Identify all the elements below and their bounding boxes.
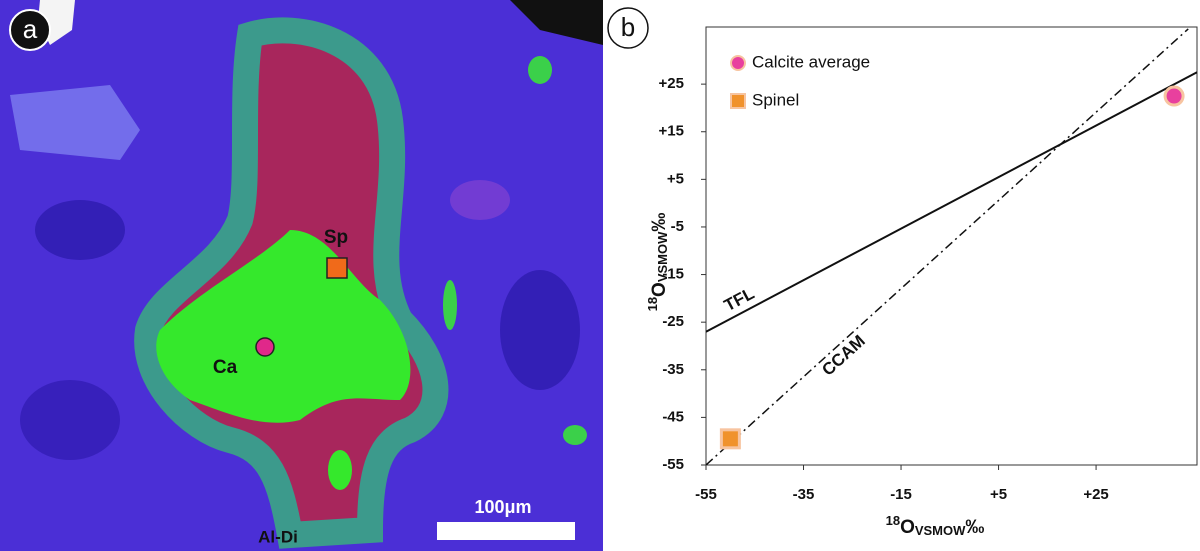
plot-frame <box>705 26 1198 466</box>
calcite-marker <box>255 337 275 357</box>
point <box>1163 85 1185 107</box>
axis-label-part: VSMOW <box>915 523 966 538</box>
legend-label: Spinel <box>752 90 799 109</box>
y-tick-label: +25 <box>659 75 684 92</box>
annotation: Sp <box>324 227 348 248</box>
label-gap <box>819 332 869 380</box>
crystal <box>10 85 140 160</box>
y-tick-label: -25 <box>662 313 684 330</box>
panel-label: b <box>621 12 635 42</box>
axis-label-part: ‰ <box>649 213 670 232</box>
axis-label: 18OVSMOW‰ <box>645 213 670 312</box>
dark-grain <box>500 270 580 390</box>
marker <box>730 93 746 109</box>
y-tick-label: -5 <box>671 218 684 235</box>
y-tick-label: -35 <box>662 361 684 378</box>
spinel-marker <box>326 257 348 279</box>
x-tick-label: +25 <box>1083 486 1108 503</box>
green-grain <box>443 280 457 330</box>
green-grain <box>328 450 352 490</box>
axis-label-part: VSMOW <box>655 231 670 282</box>
label-gap <box>713 280 766 321</box>
y-tick-label: -15 <box>662 266 684 283</box>
reference-line <box>706 71 1197 333</box>
dark-grain <box>35 200 125 260</box>
y-tick-label: +15 <box>659 123 684 140</box>
axis-label-part: 18 <box>886 513 900 528</box>
chart: +25 +15 +5 -5 -15 -25 -35 -45 -55 -55 -35 -15 +5 +25 1… <box>645 26 1198 538</box>
y-tick-label: +5 <box>667 170 684 187</box>
plot-area <box>706 28 1197 465</box>
dark-area <box>510 0 603 45</box>
scale-bar <box>437 522 575 540</box>
point <box>719 428 741 450</box>
green-grain <box>563 425 587 445</box>
panel-badge <box>607 7 649 49</box>
green-grain <box>528 56 552 84</box>
axis-label: 18OVSMOW‰ <box>886 513 985 538</box>
panel-label: a <box>23 14 38 44</box>
reference-line <box>706 28 1189 465</box>
marker <box>730 55 746 71</box>
y-tick-label: -55 <box>662 456 684 473</box>
x-tick-label: -15 <box>890 486 912 503</box>
axis-label-part: O <box>900 517 915 538</box>
axis-label-part: O <box>649 282 670 297</box>
axis-label-part: 18 <box>645 297 660 311</box>
x-tick-label: +5 <box>990 486 1007 503</box>
annotation: Al-Di <box>258 527 298 546</box>
dark-grain <box>20 380 120 460</box>
y-tick-label: -45 <box>662 408 684 425</box>
axis-label-part: ‰ <box>965 517 984 538</box>
x-tick-label: -55 <box>695 486 717 503</box>
annotation: Ca <box>213 357 238 378</box>
scale-label: 100μm <box>474 497 531 517</box>
pink-patch <box>450 180 510 220</box>
line-label: CCAM <box>818 331 869 379</box>
micrograph: Sp Ca Al-Di 100μm a <box>0 0 603 551</box>
x-tick-label: -35 <box>793 486 815 503</box>
panel-badge <box>9 9 51 51</box>
legend-label: Calcite average <box>752 52 870 71</box>
